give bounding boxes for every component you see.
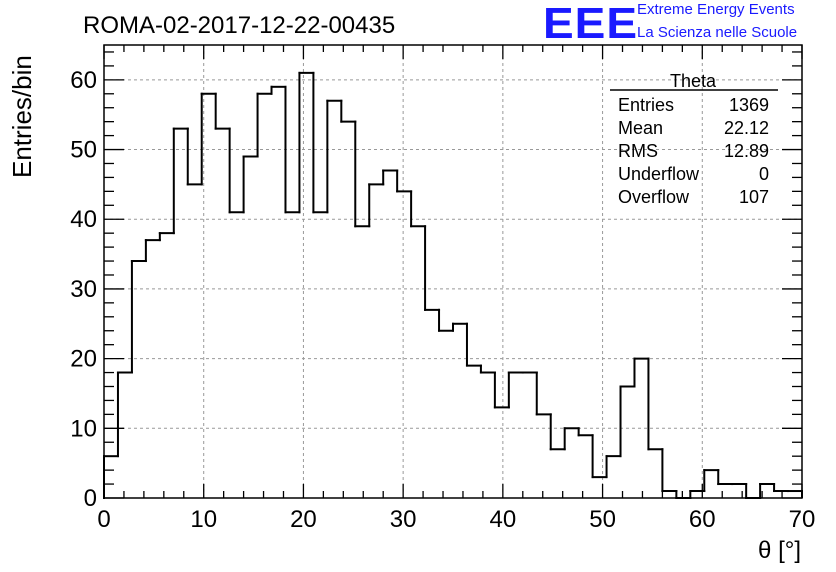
y-tick-label: 10: [70, 415, 97, 442]
x-tick-label: 40: [490, 506, 517, 533]
logo-line-1: Extreme Energy Events: [637, 1, 795, 18]
stats-label: Mean: [618, 118, 663, 138]
stats-value: 22.12: [724, 118, 769, 138]
histogram-bars: [103, 71, 803, 499]
stats-value: 1369: [729, 95, 769, 115]
plot-frame: [103, 44, 803, 499]
stats-title: Theta: [670, 71, 717, 91]
stats-value: 12.89: [724, 141, 769, 161]
x-tick-label: 60: [689, 506, 716, 533]
stats-value: 107: [739, 187, 769, 207]
y-axis-label: Entries/bin: [7, 55, 37, 178]
x-axis-label: θ [°]: [758, 537, 801, 564]
y-tick-label: 50: [70, 137, 97, 164]
stats-value: 0: [759, 164, 769, 184]
x-tick-label: 50: [589, 506, 616, 533]
x-tick-label: 10: [190, 506, 217, 533]
x-tick-label: 20: [290, 506, 317, 533]
x-tick-label: 30: [390, 506, 417, 533]
stats-label: Overflow: [618, 187, 690, 207]
stats-label: Entries: [618, 95, 674, 115]
y-tick-label: 30: [70, 276, 97, 303]
y-tick-label: 0: [84, 485, 97, 512]
x-tick-label: 0: [97, 506, 110, 533]
chart-title: ROMA-02-2017-12-22-00435: [83, 12, 395, 39]
stats-label: Underflow: [618, 164, 700, 184]
stats-rows: Entries 1369 Mean 22.12 RMS 12.89 Underflow 0 Ov…: [618, 95, 769, 207]
y-tick-label: 60: [70, 67, 97, 94]
y-tick-label: 40: [70, 206, 97, 233]
y-tick-label: 20: [70, 346, 97, 373]
stats-label: RMS: [618, 141, 658, 161]
logo-line-2: La Scienza nelle Scuole: [637, 24, 798, 41]
eee-logo: EEE: [543, 0, 639, 48]
axes: 0 10 20 30 40 50 60 70 0 10 20 30 40 50 60: [70, 44, 816, 533]
x-tick-label: 70: [789, 506, 816, 533]
stats-box: Theta Entries 1369 Mean 22.12 RMS 12.89 Underf…: [610, 71, 778, 207]
grid-lines: [104, 45, 802, 498]
